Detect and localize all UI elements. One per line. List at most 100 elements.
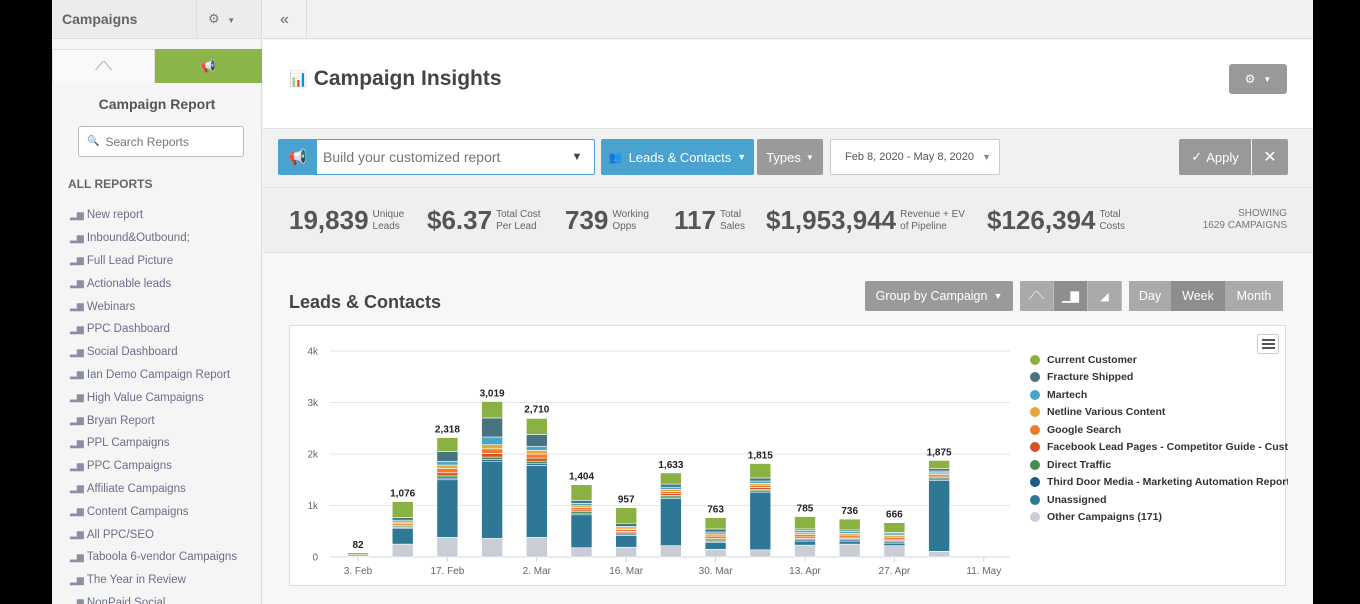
report-link[interactable]: ▂▆ PPC Campaigns <box>70 455 237 478</box>
search-icon: 🔍 <box>87 136 100 147</box>
clear-filters-button[interactable]: ✕ <box>1252 139 1288 175</box>
report-link[interactable]: ▂▆ Full Lead Picture <box>70 250 237 273</box>
report-link[interactable]: ▂▆ PPC Dashboard <box>70 318 237 341</box>
report-link[interactable]: ▂▆ Webinars <box>70 295 237 318</box>
report-link[interactable]: ▂▆ Affiliate Campaigns <box>70 478 237 501</box>
sidebar: Campaigns ⚙ ▼ ⟋⟍ 📢 Campaign Report 🔍 ALL… <box>52 0 262 604</box>
period-month-button[interactable]: Month <box>1225 281 1283 311</box>
legend-item[interactable]: Direct Traffic <box>1030 456 1288 474</box>
bar-segment <box>481 436 503 446</box>
report-link[interactable]: ▂▆ Actionable leads <box>70 272 237 295</box>
collapse-sidebar-button[interactable]: « <box>263 0 307 39</box>
bar-segment <box>526 465 548 538</box>
bar-segment <box>794 532 816 535</box>
legend-item[interactable]: Fracture Shipped <box>1030 369 1288 387</box>
report-builder[interactable]: 📢 ▼ <box>278 139 595 175</box>
bar-segment <box>391 501 414 518</box>
report-builder-input[interactable] <box>317 140 560 174</box>
caret-down-icon: ▼ <box>1263 74 1272 84</box>
report-link[interactable]: ▂▆ New report <box>70 204 237 227</box>
sidebar-tabs: ⟋⟍ 📢 <box>52 49 262 83</box>
legend-item[interactable]: Other Campaigns (171) <box>1030 509 1288 527</box>
report-link[interactable]: ▂▆ High Value Campaigns <box>70 386 237 409</box>
stat-value: 739 <box>565 205 609 235</box>
bar-segment <box>436 479 459 538</box>
report-link[interactable]: ▂▆ Ian Demo Campaign Report <box>70 364 237 387</box>
bar-chart-icon: ▂▆ <box>70 460 84 471</box>
date-range-picker[interactable]: Feb 8, 2020 - May 8, 2020 ▼ <box>830 139 1000 175</box>
stat-label: Total Sales <box>719 208 745 232</box>
bar-chart-icon: ▂▆ <box>70 437 84 448</box>
report-link-label: PPL Campaigns <box>86 437 170 450</box>
types-dropdown[interactable]: Types ▼ <box>757 139 823 175</box>
report-link[interactable]: ▂▆ Social Dashboard <box>70 341 237 364</box>
data-label: 1,633 <box>658 460 683 471</box>
report-link-label: Content Campaigns <box>86 505 189 518</box>
stat-value: 19,839 <box>289 205 369 235</box>
bar-segment <box>704 528 727 533</box>
report-list: ▂▆ New report ▂▆ Inbound&Outbound; ▂▆ Full Le… <box>70 204 237 604</box>
chart-container: 0 1k 2k 3k 4k 3. Feb 17. Feb 2. Mar 16. Mar 30. M… <box>289 325 1288 586</box>
leads-contacts-dropdown[interactable]: 👥 Leads & Contacts ▼ <box>601 139 754 175</box>
legend-label: Current Customer <box>1047 353 1137 366</box>
bar-chart-button[interactable]: ▁▇ <box>1054 281 1088 311</box>
bar-segment <box>794 516 816 530</box>
bar-segment <box>615 535 638 548</box>
report-link[interactable]: ▂▆ Taboola 6-vendor Campaigns <box>70 546 237 569</box>
stat-label: Revenue + EV of Pipeline <box>900 208 965 232</box>
search-input[interactable] <box>105 134 236 149</box>
bar-segment <box>749 484 772 488</box>
report-link[interactable]: ▂▆ All PPC/SEO <box>70 523 237 546</box>
main-area: « 📊 Campaign Insights ⚙ ▼ 📢 ▼ 👥 Leads & … <box>263 0 1313 604</box>
group-by-dropdown[interactable]: Group by Campaign ▼ <box>865 281 1013 311</box>
stat-value: $1,953,944 <box>766 205 897 235</box>
data-label: 82 <box>352 540 364 551</box>
legend-item[interactable]: Third Door Media - Marketing Automation … <box>1030 474 1288 492</box>
period-day-button[interactable]: Day <box>1129 281 1171 311</box>
caret-down-icon: ▼ <box>227 16 236 25</box>
legend-item[interactable]: Martech <box>1030 386 1288 404</box>
bar-chart-icon: ▂▆ <box>70 278 84 289</box>
caret-down-icon[interactable]: ▼ <box>571 151 583 163</box>
report-link[interactable]: ▂▆ Bryan Report <box>70 409 237 432</box>
area-chart-button[interactable]: ◢ <box>1088 281 1122 311</box>
gear-icon: ⚙ <box>1244 72 1256 86</box>
report-link[interactable]: ▂▆ Content Campaigns <box>70 500 237 523</box>
tab-campaigns[interactable]: 📢 <box>155 49 262 83</box>
legend-dot-icon <box>1030 389 1040 400</box>
tab-trends[interactable]: ⟋⟍ <box>52 49 155 83</box>
section-title: Leads & Contacts <box>289 292 442 312</box>
hamburger-icon-line <box>1261 343 1275 345</box>
period-week-button[interactable]: Week <box>1171 281 1225 311</box>
bar-chart-icon: ▁▇ <box>1062 290 1079 303</box>
bar-segment <box>838 534 861 538</box>
bar-segment <box>660 491 682 494</box>
bar-segment <box>570 500 593 504</box>
legend-item[interactable]: Facebook Lead Pages - Competitor Guide -… <box>1030 439 1288 457</box>
bar-segment <box>526 453 548 459</box>
report-link-label: Bryan Report <box>86 414 155 427</box>
sidebar-settings-button[interactable]: ⚙ ▼ <box>208 11 246 29</box>
bar-chart-icon: ▂▆ <box>70 209 84 220</box>
report-link-label: Inbound&Outbound; <box>86 232 190 245</box>
bar-chart-icon: ▂▆ <box>70 392 84 403</box>
legend-item[interactable]: Netline Various Content <box>1030 404 1288 422</box>
report-link[interactable]: ▂▆ The Year in Review <box>70 569 237 592</box>
apply-button[interactable]: ✓ Apply <box>1179 139 1251 175</box>
stat-value: $126,394 <box>987 205 1096 235</box>
legend-item[interactable]: Google Search <box>1030 421 1288 439</box>
legend-item[interactable]: Unassigned <box>1030 491 1288 509</box>
search-box[interactable]: 🔍 <box>78 126 244 157</box>
chart-menu-button[interactable] <box>1257 334 1279 354</box>
data-label: 1,815 <box>748 451 773 462</box>
report-link[interactable]: ▂▆ Inbound&Outbound; <box>70 227 237 250</box>
line-chart-icon: ⟋⟍ <box>1028 289 1045 302</box>
page-settings-button[interactable]: ⚙ ▼ <box>1229 64 1287 94</box>
report-link[interactable]: ▂▆ PPL Campaigns <box>70 432 237 455</box>
report-link[interactable]: ▂▆ NonPaid Social <box>70 592 237 604</box>
legend-item[interactable]: Current Customer <box>1030 351 1288 369</box>
legend-label: Direct Traffic <box>1047 458 1112 471</box>
bar-segment <box>481 456 503 460</box>
line-chart-button[interactable]: ⟋⟍ <box>1020 281 1054 311</box>
data-label: 785 <box>797 504 814 515</box>
